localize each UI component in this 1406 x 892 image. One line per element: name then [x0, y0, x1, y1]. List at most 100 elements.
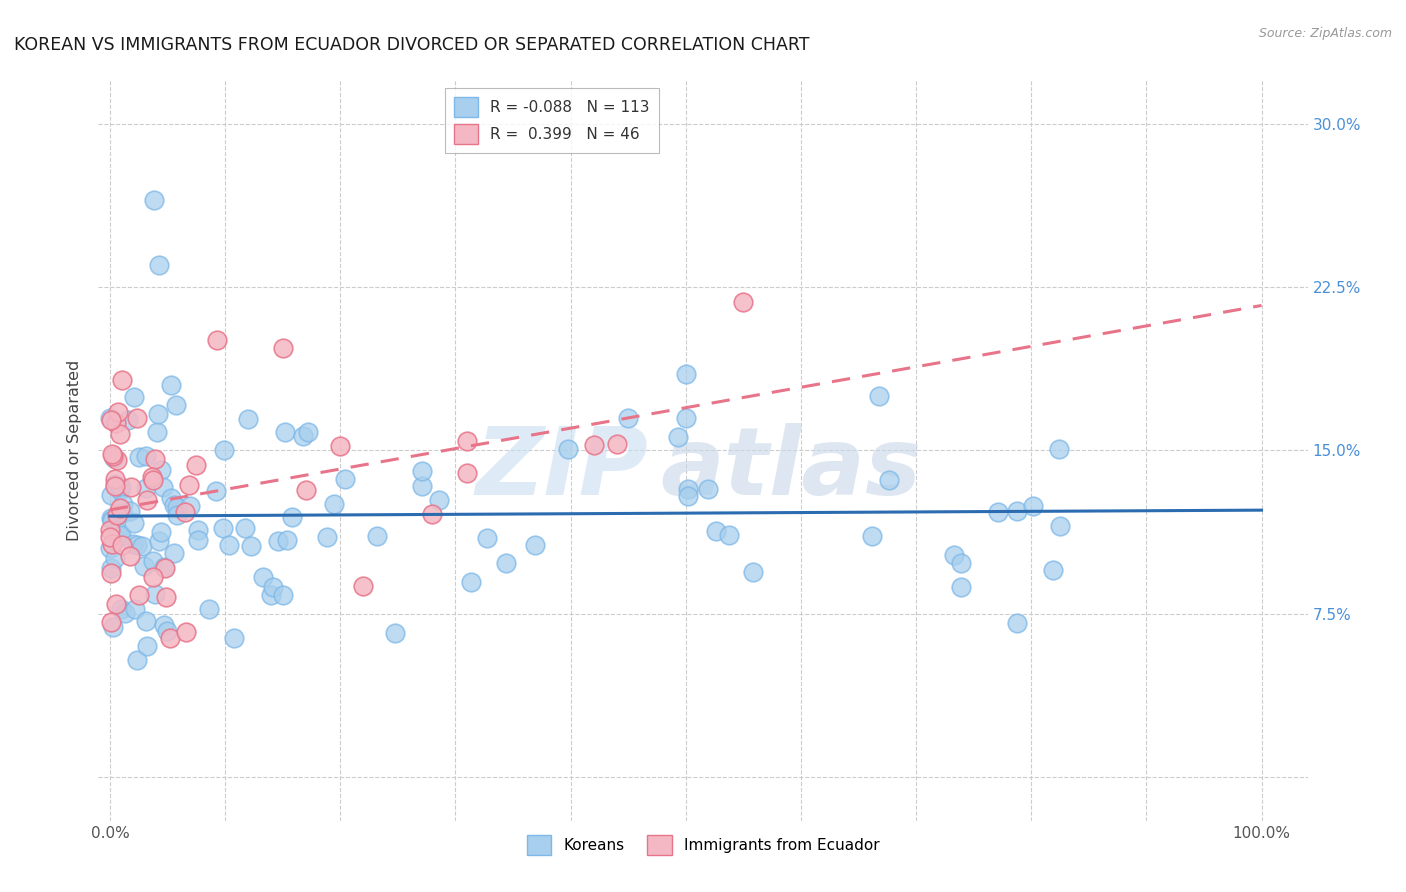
- Point: [166, 508, 188, 523]
- Point: [135, 639, 157, 653]
- Point: [297, 425, 319, 439]
- Point: [104, 472, 127, 486]
- Point: [159, 377, 181, 392]
- Point: [366, 529, 388, 543]
- Point: [697, 482, 720, 496]
- Point: [100, 511, 122, 525]
- Point: [718, 528, 741, 542]
- Point: [145, 425, 167, 440]
- Point: [274, 425, 297, 439]
- Point: [236, 412, 259, 426]
- Point: [557, 442, 579, 456]
- Point: [111, 497, 134, 511]
- Point: [187, 533, 209, 548]
- Point: [104, 479, 127, 493]
- Text: Source: ZipAtlas.com: Source: ZipAtlas.com: [1258, 27, 1392, 40]
- Point: [143, 452, 166, 467]
- Point: [495, 556, 517, 570]
- Point: [107, 405, 129, 419]
- Point: [733, 294, 755, 309]
- Point: [98, 530, 121, 544]
- Point: [949, 556, 972, 570]
- Text: atlas: atlas: [661, 423, 922, 515]
- Point: [456, 434, 478, 448]
- Point: [294, 483, 316, 497]
- Point: [156, 624, 179, 638]
- Point: [131, 539, 153, 553]
- Point: [108, 529, 131, 543]
- Point: [198, 602, 221, 616]
- Point: [134, 558, 156, 573]
- Point: [136, 493, 159, 508]
- Point: [124, 601, 146, 615]
- Point: [122, 390, 145, 404]
- Point: [153, 617, 176, 632]
- Point: [860, 529, 883, 543]
- Point: [329, 439, 352, 453]
- Point: [149, 463, 172, 477]
- Point: [1049, 442, 1071, 457]
- Point: [128, 588, 150, 602]
- Point: [411, 464, 433, 478]
- Point: [212, 521, 235, 535]
- Point: [868, 389, 890, 403]
- Point: [120, 549, 142, 564]
- Point: [105, 524, 128, 538]
- Point: [280, 509, 302, 524]
- Point: [675, 368, 697, 382]
- Point: [148, 534, 170, 549]
- Text: KOREAN VS IMMIGRANTS FROM ECUADOR DIVORCED OR SEPARATED CORRELATION CHART: KOREAN VS IMMIGRANTS FROM ECUADOR DIVORC…: [14, 36, 810, 54]
- Point: [165, 398, 187, 412]
- Point: [1005, 615, 1028, 630]
- Legend: Koreans, Immigrants from Ecuador: Koreans, Immigrants from Ecuador: [520, 830, 886, 861]
- Point: [276, 533, 298, 548]
- Point: [333, 472, 356, 486]
- Point: [108, 483, 131, 497]
- Point: [104, 476, 127, 491]
- Point: [675, 410, 697, 425]
- Point: [110, 480, 132, 494]
- Point: [582, 438, 605, 452]
- Point: [422, 507, 444, 521]
- Point: [103, 451, 125, 466]
- Point: [1005, 504, 1028, 518]
- Point: [262, 580, 284, 594]
- Point: [100, 561, 122, 575]
- Point: [101, 513, 124, 527]
- Point: [173, 505, 195, 519]
- Point: [987, 505, 1010, 519]
- Point: [105, 508, 128, 522]
- Y-axis label: Divorced or Separated: Divorced or Separated: [67, 359, 83, 541]
- Point: [163, 498, 186, 512]
- Point: [150, 524, 173, 539]
- Point: [125, 538, 148, 552]
- Point: [1021, 499, 1043, 513]
- Point: [100, 413, 122, 427]
- Point: [118, 504, 141, 518]
- Point: [114, 606, 136, 620]
- Point: [142, 193, 165, 207]
- Text: ZIP: ZIP: [475, 423, 648, 515]
- Point: [411, 478, 433, 492]
- Point: [105, 452, 128, 467]
- Point: [120, 480, 142, 494]
- Point: [135, 614, 157, 628]
- Point: [292, 429, 315, 443]
- Point: [117, 413, 139, 427]
- Point: [879, 473, 901, 487]
- Point: [111, 373, 134, 387]
- Point: [105, 416, 128, 430]
- Point: [98, 541, 121, 556]
- Point: [100, 615, 122, 629]
- Point: [98, 523, 121, 537]
- Point: [205, 333, 228, 347]
- Point: [152, 559, 174, 574]
- Point: [1042, 563, 1064, 577]
- Point: [110, 601, 132, 615]
- Point: [104, 551, 127, 566]
- Point: [110, 528, 132, 542]
- Point: [128, 450, 150, 464]
- Point: [125, 652, 148, 666]
- Point: [179, 478, 201, 492]
- Point: [155, 590, 177, 604]
